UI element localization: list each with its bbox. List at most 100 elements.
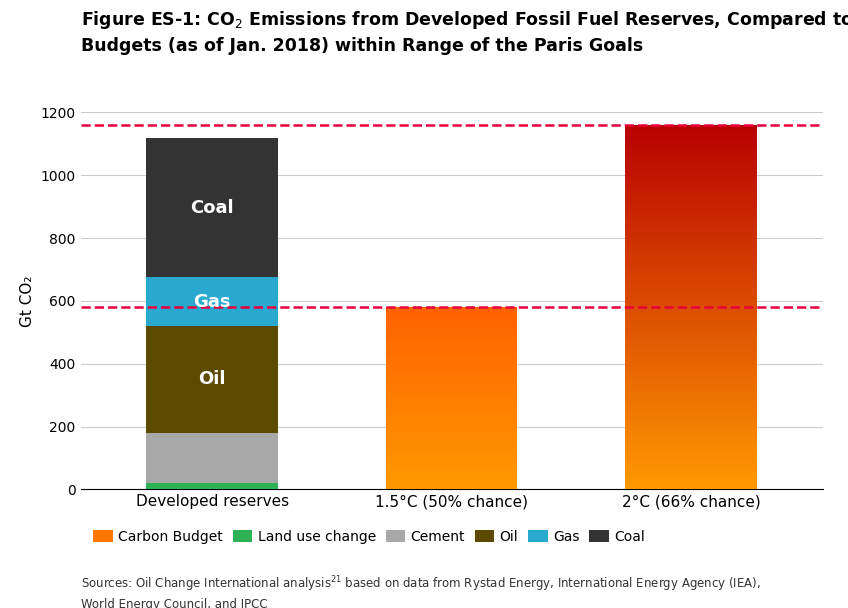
Bar — [625, 333, 756, 334]
Bar — [625, 277, 756, 278]
Bar — [625, 186, 756, 187]
Text: Coal: Coal — [191, 198, 234, 216]
Bar — [625, 463, 756, 464]
Bar — [625, 319, 756, 320]
Bar — [625, 440, 756, 441]
Bar — [625, 191, 756, 192]
Bar — [147, 277, 278, 326]
Bar — [625, 174, 756, 175]
Bar — [625, 130, 756, 131]
Bar — [625, 268, 756, 269]
Bar — [625, 418, 756, 419]
Bar — [625, 336, 756, 337]
Bar — [625, 305, 756, 306]
Bar — [625, 376, 756, 378]
Bar — [625, 472, 756, 474]
Bar — [625, 341, 756, 342]
Bar — [625, 390, 756, 391]
Bar — [625, 266, 756, 267]
Bar — [625, 208, 756, 209]
Bar — [625, 140, 756, 141]
Bar — [625, 449, 756, 451]
Bar — [625, 273, 756, 274]
Bar — [625, 415, 756, 416]
Bar — [625, 468, 756, 469]
Bar — [625, 407, 756, 408]
Bar — [625, 412, 756, 413]
Bar — [625, 153, 756, 154]
Bar — [625, 312, 756, 313]
Bar — [625, 303, 756, 305]
Bar — [625, 223, 756, 224]
Bar — [625, 154, 756, 156]
Bar — [625, 150, 756, 151]
Y-axis label: Gt CO₂: Gt CO₂ — [20, 275, 35, 326]
Bar — [625, 243, 756, 244]
Bar — [625, 368, 756, 369]
Bar — [625, 459, 756, 460]
Bar — [625, 393, 756, 395]
Bar — [625, 168, 756, 169]
Bar — [625, 188, 756, 190]
Bar — [625, 234, 756, 235]
Bar — [625, 460, 756, 461]
Bar — [625, 285, 756, 286]
Bar — [625, 192, 756, 193]
Bar — [625, 141, 756, 142]
Bar — [625, 222, 756, 223]
Bar — [625, 131, 756, 133]
Bar — [625, 488, 756, 489]
Bar — [625, 246, 756, 247]
Bar — [625, 354, 756, 356]
Bar — [625, 399, 756, 401]
Bar — [625, 245, 756, 246]
Bar — [625, 271, 756, 272]
Bar — [625, 309, 756, 311]
Bar — [625, 299, 756, 300]
Bar — [625, 254, 756, 255]
Bar — [625, 365, 756, 367]
Bar — [625, 485, 756, 486]
Bar — [625, 158, 756, 159]
Bar — [625, 447, 756, 448]
Bar — [625, 477, 756, 478]
Bar — [625, 294, 756, 295]
Bar — [625, 465, 756, 466]
Bar — [625, 483, 756, 485]
Bar — [625, 212, 756, 213]
Bar — [625, 288, 756, 289]
Bar — [625, 384, 756, 385]
Bar — [625, 323, 756, 324]
Bar — [625, 269, 756, 271]
Bar — [625, 250, 756, 251]
Bar — [625, 371, 756, 373]
Bar — [625, 129, 756, 130]
Bar — [625, 181, 756, 182]
Bar — [625, 171, 756, 173]
Bar — [625, 482, 756, 483]
Bar — [625, 308, 756, 309]
Bar — [625, 438, 756, 440]
Bar — [625, 240, 756, 241]
Bar — [625, 280, 756, 282]
Bar — [625, 431, 756, 432]
Bar — [625, 307, 756, 308]
Bar — [625, 389, 756, 390]
Bar — [625, 378, 756, 379]
Bar — [625, 480, 756, 481]
Bar — [625, 436, 756, 437]
Bar — [625, 146, 756, 147]
Bar — [625, 136, 756, 137]
Bar — [625, 159, 756, 161]
Bar — [625, 444, 756, 446]
Bar — [625, 275, 756, 277]
Bar — [625, 410, 756, 412]
Bar — [625, 430, 756, 431]
Bar — [625, 364, 756, 365]
Bar — [625, 453, 756, 454]
Bar — [625, 135, 756, 136]
Bar — [625, 167, 756, 168]
Bar — [625, 134, 756, 135]
Bar — [625, 403, 756, 404]
Bar — [625, 142, 756, 143]
